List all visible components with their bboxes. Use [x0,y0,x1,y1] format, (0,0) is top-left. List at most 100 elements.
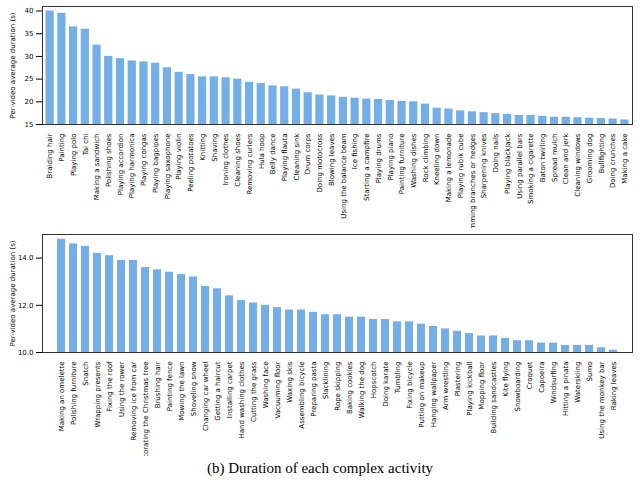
svg-text:Ironing clothes: Ironing clothes [222,133,230,185]
svg-text:Decorating the Christmas tree: Decorating the Christmas tree [142,362,150,457]
svg-text:Painting fence: Painting fence [166,362,174,412]
svg-text:Waterskiing: Waterskiing [574,362,582,403]
svg-text:Using the balance beam: Using the balance beam [340,133,348,218]
svg-text:Waxing skis: Waxing skis [286,361,294,403]
svg-text:12.0: 12.0 [18,302,34,310]
svg-text:Arm wrestling: Arm wrestling [442,362,450,411]
svg-text:Fixing bicycle: Fixing bicycle [406,362,414,409]
svg-text:Grooming dog: Grooming dog [586,134,594,184]
svg-text:15: 15 [25,121,34,129]
svg-text:Preparing pasta: Preparing pasta [310,362,318,417]
svg-text:Cleaning windows: Cleaning windows [574,133,582,196]
svg-text:Playing congas: Playing congas [140,133,148,186]
svg-text:Cleaning shoes: Cleaning shoes [234,133,242,187]
svg-text:14.0: 14.0 [18,254,34,262]
svg-text:Making an omelette: Making an omelette [58,362,66,432]
svg-text:20: 20 [25,98,34,106]
svg-text:Building sandcastles: Building sandcastles [490,361,498,433]
svg-text:Shoveling snow: Shoveling snow [190,361,198,416]
svg-text:Blowing leaves: Blowing leaves [328,133,336,186]
svg-text:Making a sandwich: Making a sandwich [93,134,101,201]
svg-text:Playing saxophone: Playing saxophone [164,134,172,200]
svg-text:Vacuuming floor: Vacuuming floor [274,361,282,418]
svg-text:Playing kickball: Playing kickball [466,361,474,415]
svg-text:Snowboarding: Snowboarding [514,362,522,412]
svg-text:Baton twirling: Baton twirling [539,134,547,183]
svg-text:Plastering: Plastering [454,362,462,397]
svg-text:Rope skipping: Rope skipping [334,362,342,411]
svg-text:Sharpening knives: Sharpening knives [480,133,488,198]
svg-text:Making a cake: Making a cake [621,134,629,184]
svg-text:Snatch: Snatch [82,362,90,386]
svg-text:Painting furniture: Painting furniture [398,134,406,195]
svg-text:Polishing shoes: Polishing shoes [105,133,113,187]
svg-text:Clean and jerk: Clean and jerk [562,133,570,185]
svg-text:Baking cookies: Baking cookies [346,361,354,414]
svg-text:Drum corps: Drum corps [304,133,312,174]
svg-text:Polishing furniture: Polishing furniture [70,362,78,426]
svg-text:Kneeling down: Kneeling down [433,134,441,186]
svg-text:Rock climbing: Rock climbing [422,134,430,183]
svg-text:Hanging wallpaper: Hanging wallpaper [430,361,438,427]
svg-text:Getting a haircut: Getting a haircut [214,361,222,420]
svg-text:Using the rower: Using the rower [118,361,126,417]
svg-text:Trimming branches or hedges: Trimming branches or hedges [469,133,477,228]
svg-text:Doing karate: Doing karate [382,362,390,407]
svg-text:Playing polo: Playing polo [70,134,78,177]
svg-text:Playing accordion: Playing accordion [117,134,125,196]
svg-text:Cutting the grass: Cutting the grass [250,361,258,422]
svg-text:Ice fishing: Ice fishing [351,134,359,170]
svg-text:Mopping floor: Mopping floor [478,361,486,409]
svg-text:Hopscotch: Hopscotch [370,362,378,399]
svg-text:Doing motocross: Doing motocross [316,133,324,192]
svg-text:Brushing hair: Brushing hair [154,361,162,408]
svg-text:Smoking a cigarette: Smoking a cigarette [527,134,535,205]
svg-text:Hula hoop: Hula hoop [257,133,265,169]
svg-text:Washing dishes: Washing dishes [410,133,418,188]
svg-text:Doing nails: Doing nails [492,133,500,172]
svg-text:Belly dance: Belly dance [269,134,277,175]
svg-text:Cleaning sink: Cleaning sink [293,133,301,181]
svg-text:Tai chi: Tai chi [82,133,90,156]
svg-text:Knitting: Knitting [199,134,207,161]
svg-text:Playing drums: Playing drums [375,133,383,183]
svg-text:Wrapping presents: Wrapping presents [94,361,102,427]
svg-text:Starting a campfire: Starting a campfire [363,134,371,202]
svg-text:Shaving: Shaving [211,134,219,162]
svg-text:Per-video average duration (s): Per-video average duration (s) [9,240,17,346]
svg-text:Raking leaves: Raking leaves [610,361,618,410]
svg-text:Putting on makeup: Putting on makeup [418,361,426,428]
svg-text:Tumbling: Tumbling [394,362,402,395]
svg-text:Making a lemonade: Making a lemonade [445,134,453,203]
svg-text:Per-video average duration (s): Per-video average duration (s) [9,12,17,118]
svg-text:Playing harmonica: Playing harmonica [128,134,136,199]
svg-text:Braiding hair: Braiding hair [46,133,54,178]
svg-text:Installing carpet: Installing carpet [226,361,234,418]
svg-text:Hand washing clothes: Hand washing clothes [238,361,246,438]
svg-text:Croquet: Croquet [526,361,534,389]
svg-text:Using the monkey bar: Using the monkey bar [598,361,606,438]
svg-text:Fixing the roof: Fixing the roof [106,361,114,412]
svg-text:Playing bagpipes: Playing bagpipes [152,133,160,193]
svg-text:Sumo: Sumo [586,362,594,382]
svg-text:Capoeira: Capoeira [538,362,546,393]
svg-text:Doing crunches: Doing crunches [609,133,617,188]
svg-text:Assembling bicycle: Assembling bicycle [298,362,306,429]
svg-text:Walking the dog: Walking the dog [358,362,366,419]
svg-text:Spread mulch: Spread mulch [551,134,559,182]
svg-text:25: 25 [25,75,34,83]
svg-text:Removing ice from car: Removing ice from car [130,361,138,440]
svg-text:Windsurfing: Windsurfing [550,362,558,404]
svg-text:Painting: Painting [58,134,66,162]
svg-text:Slacklining: Slacklining [322,362,330,400]
svg-text:Mowing the lawn: Mowing the lawn [178,362,186,421]
svg-text:40: 40 [25,7,34,15]
svg-text:Playing piano: Playing piano [387,134,395,181]
svg-text:Peeling potatoes: Peeling potatoes [187,133,195,192]
svg-text:Playing rubik cube: Playing rubik cube [457,134,465,199]
svg-text:Washing face: Washing face [262,362,270,409]
svg-text:Kite flying: Kite flying [502,362,510,397]
svg-text:30: 30 [25,53,34,61]
svg-text:Using parallel bars: Using parallel bars [516,133,524,199]
svg-text:Hitting a pinata: Hitting a pinata [562,362,570,416]
